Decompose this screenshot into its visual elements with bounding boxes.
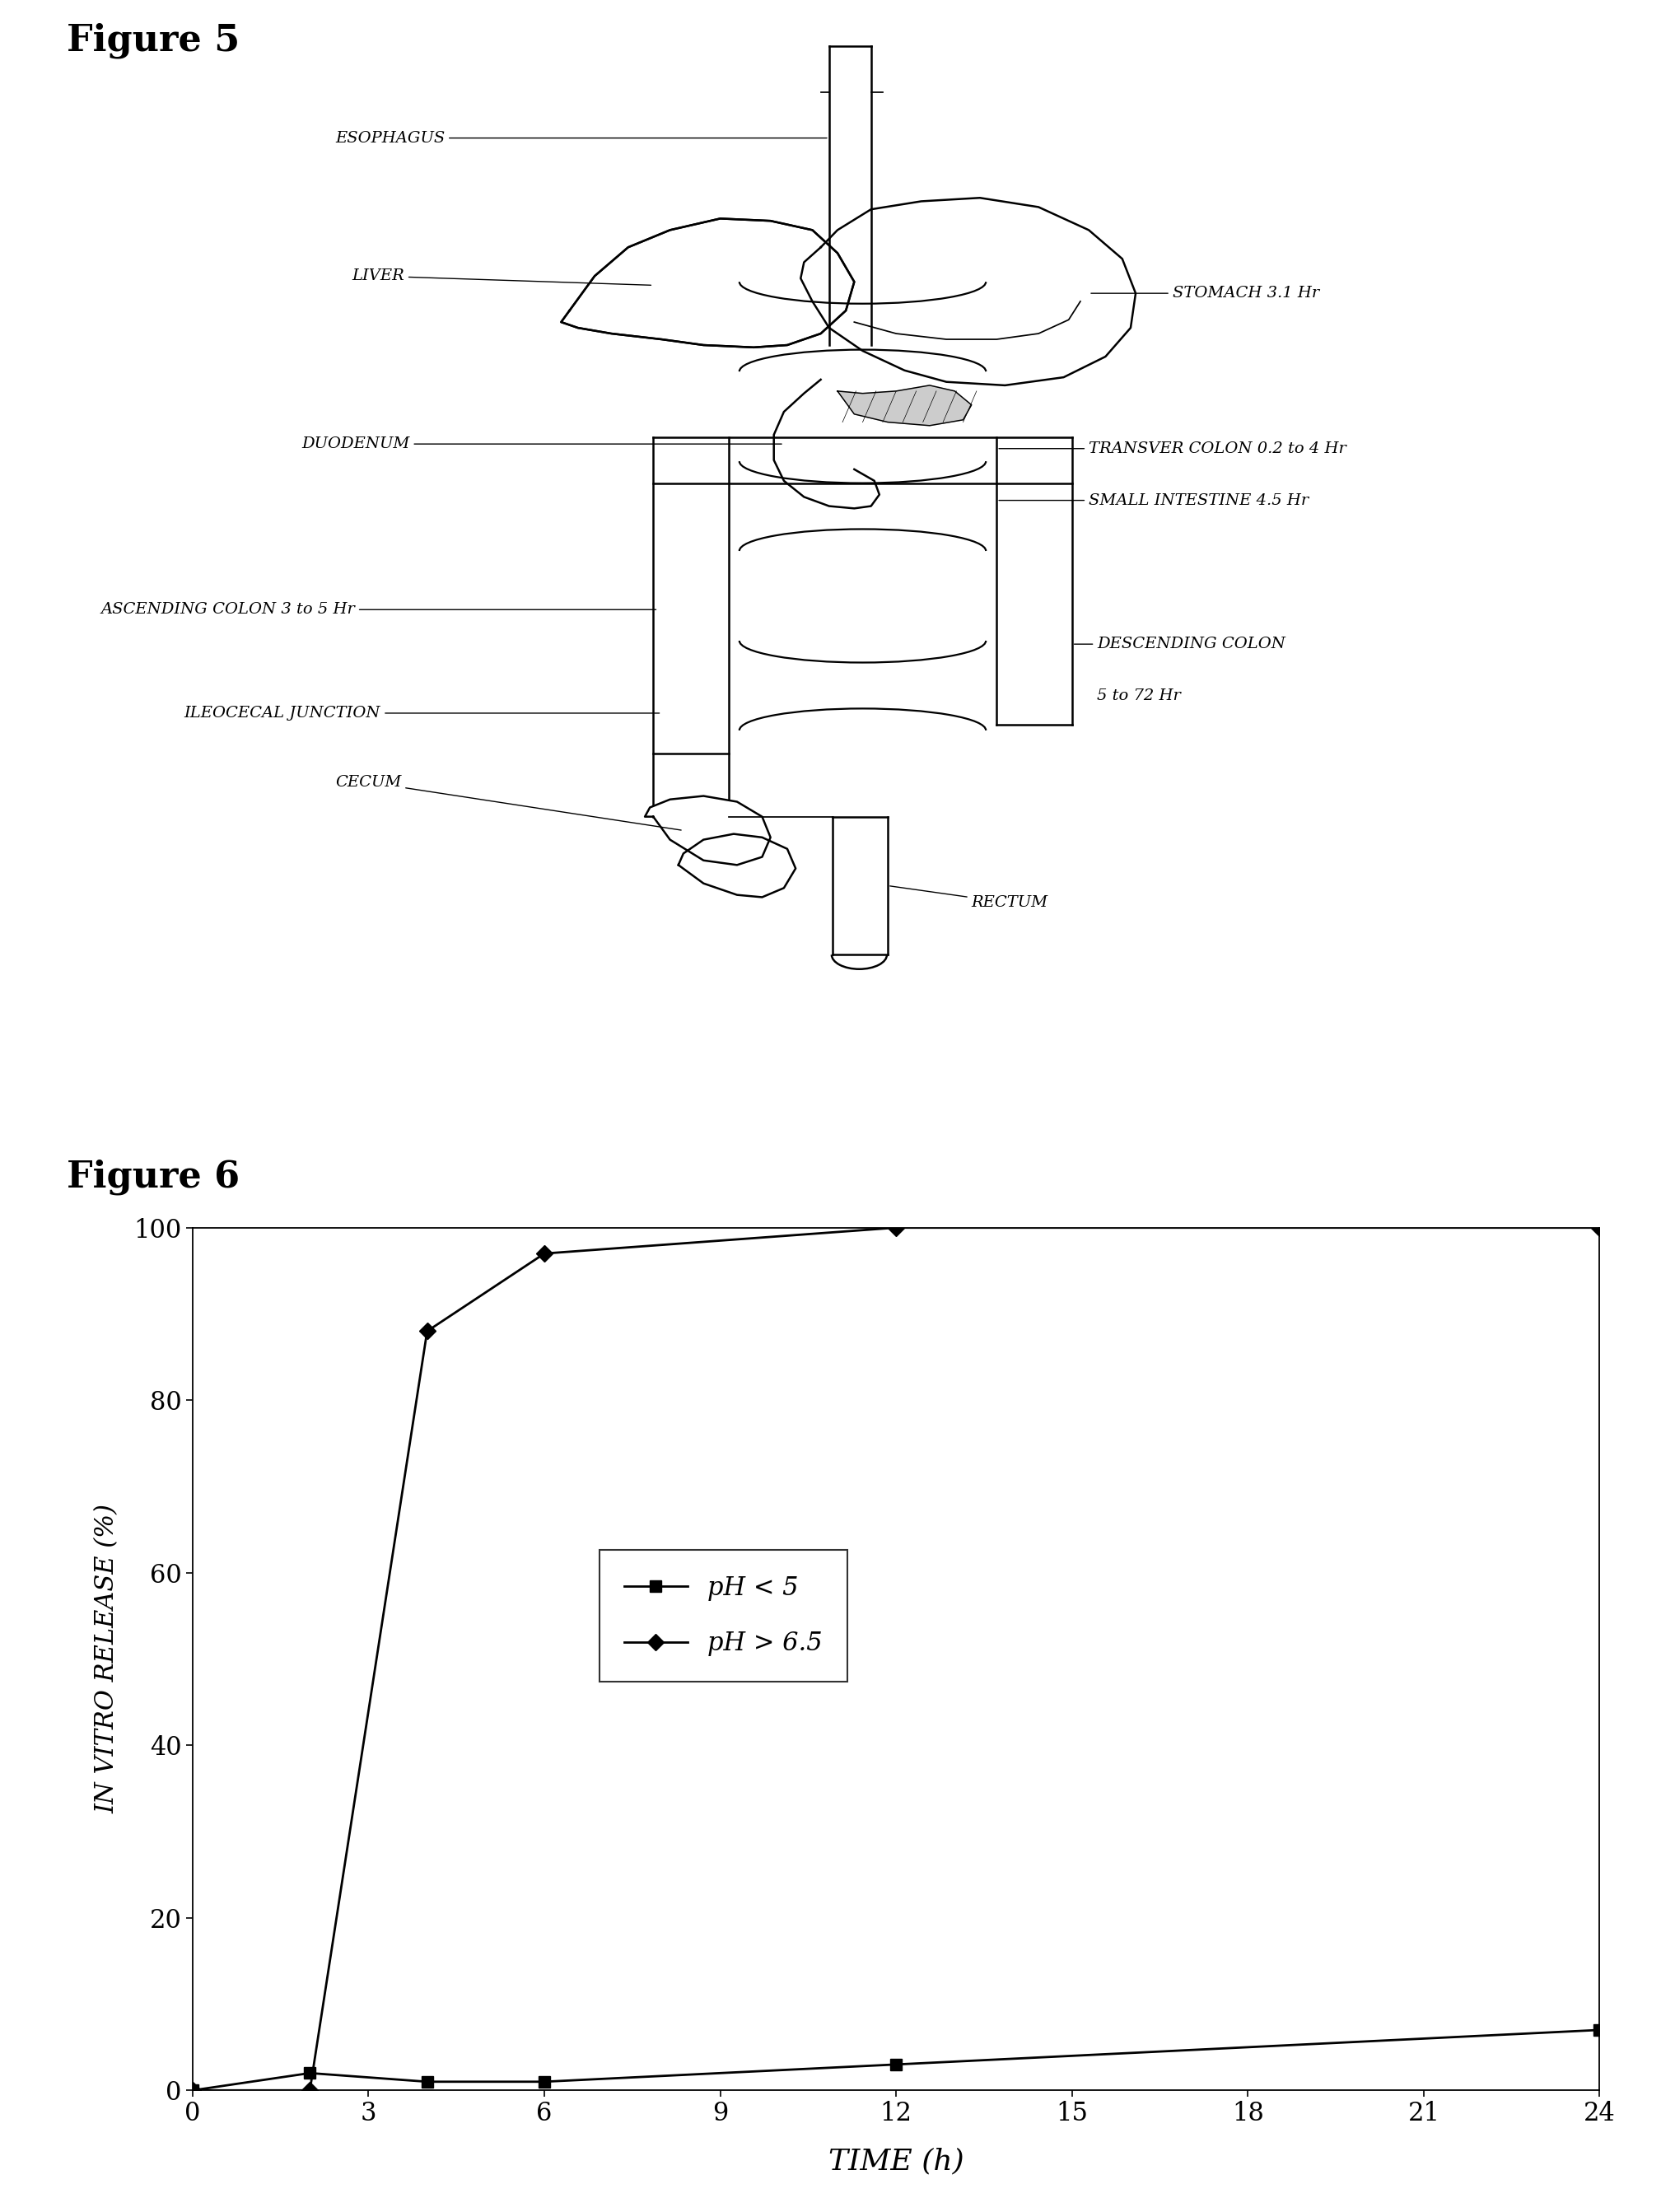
pH > 6.5 bbox=[534, 1241, 554, 1267]
Text: SMALL INTESTINE 4.5 Hr: SMALL INTESTINE 4.5 Hr bbox=[998, 493, 1308, 509]
pH > 6.5 bbox=[1590, 1214, 1610, 1241]
Text: Figure 6: Figure 6 bbox=[67, 1159, 240, 1194]
Polygon shape bbox=[838, 385, 971, 425]
Polygon shape bbox=[678, 834, 796, 898]
Text: DESCENDING COLON: DESCENDING COLON bbox=[1074, 637, 1286, 653]
X-axis label: TIME (h): TIME (h) bbox=[829, 2148, 963, 2174]
Text: DUODENUM: DUODENUM bbox=[302, 436, 782, 451]
Text: CECUM: CECUM bbox=[335, 774, 682, 830]
pH < 5 bbox=[886, 2051, 906, 2077]
Text: 5 to 72 Hr: 5 to 72 Hr bbox=[1097, 688, 1181, 703]
pH < 5 bbox=[534, 2068, 554, 2095]
pH < 5 bbox=[300, 2059, 320, 2086]
pH > 6.5 bbox=[300, 2077, 320, 2104]
Legend: pH < 5, pH > 6.5: pH < 5, pH > 6.5 bbox=[600, 1551, 848, 1681]
Text: ESOPHAGUS: ESOPHAGUS bbox=[335, 131, 827, 146]
Line: pH < 5: pH < 5 bbox=[188, 2024, 1605, 2097]
Polygon shape bbox=[561, 219, 854, 347]
Text: STOMACH 3.1 Hr: STOMACH 3.1 Hr bbox=[1090, 285, 1320, 301]
pH > 6.5 bbox=[886, 1214, 906, 1241]
Text: ASCENDING COLON 3 to 5 Hr: ASCENDING COLON 3 to 5 Hr bbox=[100, 602, 657, 617]
pH < 5 bbox=[417, 2068, 437, 2095]
Text: RECTUM: RECTUM bbox=[889, 887, 1049, 911]
Line: pH > 6.5: pH > 6.5 bbox=[188, 1221, 1605, 2097]
Polygon shape bbox=[645, 796, 771, 865]
Y-axis label: IN VITRO RELEASE (%): IN VITRO RELEASE (%) bbox=[94, 1504, 121, 1814]
pH < 5 bbox=[1590, 2017, 1610, 2044]
Text: Figure 5: Figure 5 bbox=[67, 22, 240, 60]
Polygon shape bbox=[801, 197, 1136, 385]
pH > 6.5 bbox=[417, 1318, 437, 1345]
pH < 5 bbox=[183, 2077, 203, 2104]
pH > 6.5 bbox=[183, 2077, 203, 2104]
Text: ILEOCECAL JUNCTION: ILEOCECAL JUNCTION bbox=[184, 706, 660, 721]
Text: TRANSVER COLON 0.2 to 4 Hr: TRANSVER COLON 0.2 to 4 Hr bbox=[998, 440, 1347, 456]
Text: LIVER: LIVER bbox=[352, 268, 652, 285]
